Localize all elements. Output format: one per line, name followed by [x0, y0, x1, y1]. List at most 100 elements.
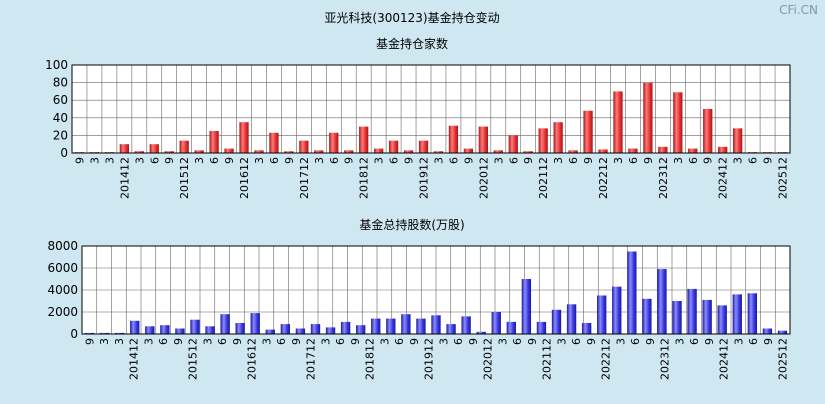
chart2-xtick-label: 9 — [762, 338, 775, 345]
chart1-ytick-label: 40 — [53, 111, 68, 125]
chart1-xtick-label: 201912 — [418, 157, 431, 199]
chart1-xtick-label: 201612 — [238, 157, 251, 199]
chart2-xtick-label: 3 — [98, 338, 111, 345]
chart2-bar — [476, 331, 486, 334]
chart1-bar — [463, 148, 474, 153]
chart2-bar — [521, 279, 532, 334]
chart2-xtick-label: 6 — [688, 338, 701, 345]
chart2-xtick-label: 9 — [526, 338, 539, 345]
chart2-xtick-label: 6 — [157, 338, 170, 345]
chart1-ytick-label: 0 — [60, 146, 68, 160]
chart2-bar — [205, 326, 215, 334]
chart2-bar — [672, 301, 682, 334]
chart1-xtick-label: 3 — [373, 157, 386, 164]
chart1-xtick-label: 9 — [73, 157, 86, 164]
chart1-bar — [314, 150, 324, 153]
chart2-bar — [581, 323, 592, 334]
chart2-xtick-label: 202512 — [777, 338, 790, 380]
chart1-bar — [658, 146, 668, 153]
chart2-bar — [220, 314, 230, 334]
chart2-title: 基金总持股数(万股) — [359, 217, 464, 232]
chart2-bar — [491, 312, 501, 334]
chart2-bar — [416, 318, 426, 334]
chart1-bar — [179, 140, 189, 153]
chart1-xtick-label: 6 — [687, 157, 700, 164]
chart2-bar — [130, 320, 140, 334]
chart1-xtick-label: 9 — [283, 157, 296, 164]
chart1-bar — [718, 146, 728, 153]
chart2-xtick-label: 3 — [260, 338, 273, 345]
chart2-bar — [386, 318, 396, 334]
chart1-xtick-label: 3 — [193, 157, 206, 164]
chart2-bar — [642, 298, 652, 334]
chart2-bar — [265, 329, 275, 334]
chart2-bar — [99, 332, 110, 334]
chart1-bar — [598, 149, 608, 153]
chart2-bar — [84, 332, 95, 334]
chart1-xtick-label: 6 — [567, 157, 580, 164]
chart2-bar — [160, 325, 170, 334]
chart1-xtick-label: 202212 — [597, 157, 610, 199]
chart2-bar — [235, 323, 245, 334]
chart2-xtick-label: 202212 — [600, 338, 613, 380]
chart1-bar — [478, 126, 488, 153]
chart1-xtick-label: 6 — [388, 157, 401, 164]
chart1-bar — [134, 151, 144, 153]
chart2-ytick-label: 2000 — [47, 305, 78, 319]
chart2-bar — [777, 330, 788, 334]
chart1-bar — [628, 148, 638, 153]
chart2-xtick-label: 202012 — [482, 338, 495, 380]
chart1-xtick-label: 202112 — [537, 157, 550, 199]
chart2-bar — [310, 324, 321, 334]
chart1-bar — [418, 140, 429, 153]
chart1-xtick-label: 3 — [133, 157, 146, 164]
chart1-ytick-label: 100 — [45, 58, 68, 72]
chart1-xtick-label: 6 — [507, 157, 520, 164]
chart1-bar — [388, 140, 399, 153]
chart1-xtick-label: 9 — [403, 157, 416, 164]
chart1-xtick-label: 6 — [148, 157, 161, 164]
watermark: CFi.CN — [779, 3, 818, 17]
chart2-xtick-label: 6 — [393, 338, 406, 345]
chart1-xtick-label: 6 — [208, 157, 221, 164]
chart1-ytick-label: 80 — [53, 76, 68, 90]
chart2-bar — [612, 286, 622, 334]
chart2-xtick-label: 201412 — [128, 338, 141, 380]
chart1-xtick-label: 201812 — [358, 157, 371, 199]
chart1-xtick-label: 202412 — [717, 157, 730, 199]
chart2-ytick-label: 4000 — [47, 283, 78, 297]
chart1-xtick-label: 6 — [747, 157, 760, 164]
chart2-bar — [687, 288, 697, 334]
chart2-xtick-label: 202312 — [659, 338, 672, 380]
chart2-bar — [114, 332, 125, 334]
chart1-bar — [269, 132, 279, 153]
chart2-bar — [446, 324, 456, 334]
chart1-bar — [299, 140, 309, 153]
chart2-bar — [597, 295, 607, 334]
chart1-ytick-label: 20 — [53, 128, 68, 142]
chart1-bar — [374, 148, 384, 153]
chart2-xtick-label: 6 — [629, 338, 642, 345]
chart1-xtick-label: 9 — [462, 157, 475, 164]
chart1-title: 基金持仓家数 — [376, 36, 448, 51]
chart1-bar — [448, 125, 459, 153]
chart2-bar — [627, 251, 637, 334]
chart1-xtick-label: 201512 — [178, 157, 191, 199]
chart2-bar — [657, 269, 667, 334]
chart1-bar — [568, 150, 578, 153]
chart1-bar — [149, 144, 159, 153]
chart1-xtick-label: 3 — [88, 157, 101, 164]
chart1-xtick-label: 9 — [223, 157, 236, 164]
chart2-xtick-label: 6 — [747, 338, 760, 345]
chart2-bar — [717, 305, 727, 334]
chart1-xtick-label: 9 — [343, 157, 356, 164]
chart2-bar — [175, 328, 185, 334]
chart1-bar — [224, 148, 234, 153]
chart2-xtick-label: 9 — [83, 338, 96, 345]
chart1-bar — [643, 82, 653, 153]
chart1-bar — [553, 122, 563, 153]
chart2-xtick-label: 3 — [201, 338, 214, 345]
